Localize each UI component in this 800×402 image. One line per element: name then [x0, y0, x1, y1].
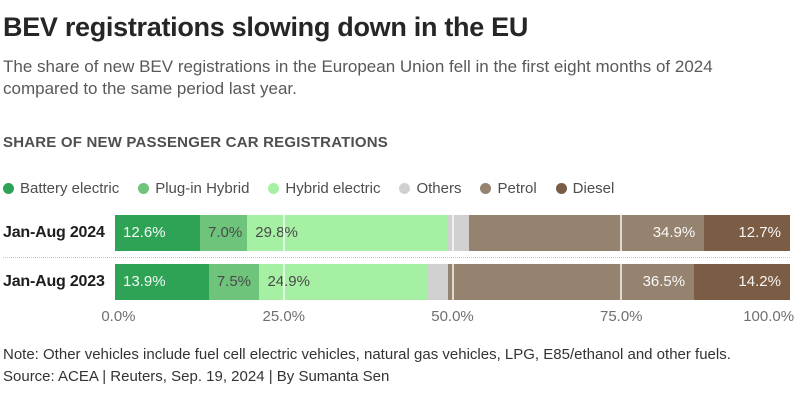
axis-tick-label: 0.0%	[101, 307, 136, 325]
bar-segment-battery-electric: 13.9%	[115, 263, 209, 300]
legend-dot-icon	[268, 182, 280, 194]
x-axis: 0.0% 25.0% 50.0% 75.0% 100.0%	[101, 307, 794, 325]
row-separator	[3, 256, 790, 258]
bar-segment-petrol: 34.9%	[468, 214, 705, 251]
segment-value-label: 36.5%	[642, 273, 686, 291]
legend-label: Hybrid electric	[285, 179, 381, 197]
chart-rows: Jan-Aug 2024 12.6% 7.0% 29.8% 34.9% 12.7% Jan-…	[3, 214, 790, 300]
legend-dot-icon	[480, 182, 492, 194]
legend-label: Diesel	[572, 179, 615, 197]
segment-value-label: 34.9%	[652, 224, 696, 242]
bar-segment-hybrid-electric: 29.8%	[247, 214, 449, 251]
segment-value-label: 13.9%	[123, 273, 166, 291]
segment-value-label: 14.2%	[738, 273, 781, 291]
segment-value-label: 12.7%	[738, 224, 781, 242]
legend-label: Plug-in Hybrid	[155, 179, 250, 197]
bar-segment-hybrid-electric: 24.9%	[259, 263, 428, 300]
bar-segment-diesel: 12.7%	[704, 214, 790, 251]
legend-dot-icon	[555, 182, 567, 194]
bar-segment-others	[427, 263, 448, 300]
stacked-bar: 13.9% 7.5% 24.9% 36.5% 14.2%	[115, 263, 790, 300]
stacked-bar-chart: Jan-Aug 2024 12.6% 7.0% 29.8% 34.9% 12.7% Jan-…	[3, 214, 794, 325]
bar-segment-others	[448, 214, 469, 251]
chart-note: Note: Other vehicles include fuel cell e…	[3, 345, 731, 363]
chart-subtitle: The share of new BEV registrations in th…	[3, 56, 713, 99]
segment-value-label: 29.8%	[255, 224, 298, 242]
legend-item-diesel: Diesel	[555, 179, 615, 197]
bar-segment-diesel: 14.2%	[694, 263, 790, 300]
legend-dot-icon	[399, 182, 411, 194]
chart-source: Source: ACEA | Reuters, Sep. 19, 2024 | …	[3, 367, 390, 385]
page-title: BEV registrations slowing down in the EU	[3, 12, 529, 42]
bar-segment-plug-in-hybrid: 7.5%	[208, 263, 260, 300]
bar-segment-battery-electric: 12.6%	[115, 214, 201, 251]
chart-row-jan-aug-2024: Jan-Aug 2024 12.6% 7.0% 29.8% 34.9% 12.7%	[3, 214, 790, 251]
segment-value-label: 7.0%	[208, 224, 243, 242]
segment-value-label: 7.5%	[216, 273, 252, 291]
legend-item-petrol: Petrol	[480, 179, 537, 197]
bar-segment-petrol: 36.5%	[447, 263, 695, 300]
legend-item-hybrid-electric: Hybrid electric	[268, 180, 380, 197]
legend-dot-icon	[3, 182, 14, 194]
bar-segment-plug-in-hybrid: 7.0%	[200, 214, 248, 251]
legend-dot-icon	[138, 182, 150, 194]
legend-label: Battery electric	[20, 179, 120, 197]
legend-item-others: Others	[399, 180, 461, 197]
axis-tick-label: 50.0%	[431, 307, 474, 325]
axis-tick-label: 100.0%	[743, 307, 795, 325]
section-header: SHARE OF NEW PASSENGER CAR REGISTRATIONS	[3, 133, 388, 151]
segment-value-label: 24.9%	[267, 273, 310, 291]
legend-label: Others	[416, 179, 462, 197]
row-label: Jan-Aug 2023	[3, 272, 105, 290]
axis-tick-label: 25.0%	[262, 307, 306, 325]
legend-label: Petrol	[497, 179, 537, 197]
legend-item-battery-electric: Battery electric	[3, 180, 119, 197]
stacked-bar: 12.6% 7.0% 29.8% 34.9% 12.7%	[115, 214, 790, 251]
chart-legend: Battery electric Plug-in Hybrid Hybrid ele…	[3, 180, 790, 197]
segment-value-label: 12.6%	[123, 224, 166, 242]
chart-row-jan-aug-2023: Jan-Aug 2023 13.9% 7.5% 24.9% 36.5% 14.2%	[3, 263, 790, 300]
row-label: Jan-Aug 2024	[3, 223, 105, 241]
axis-tick-label: 75.0%	[599, 307, 643, 325]
legend-item-plug-in-hybrid: Plug-in Hybrid	[138, 180, 249, 197]
